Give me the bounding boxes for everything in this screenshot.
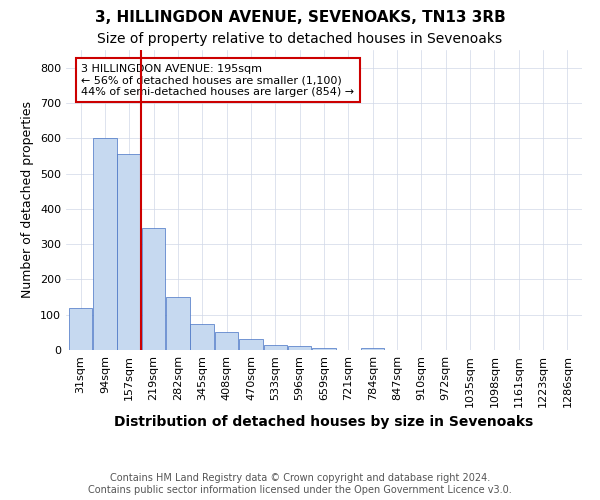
Bar	[69, 308, 92, 350]
Bar	[215, 332, 238, 350]
Text: Contains HM Land Registry data © Crown copyright and database right 2024.
Contai: Contains HM Land Registry data © Crown c…	[88, 474, 512, 495]
Bar	[93, 138, 117, 350]
Bar	[239, 340, 263, 350]
Bar	[312, 348, 336, 350]
Bar	[288, 346, 311, 350]
Text: 3, HILLINGDON AVENUE, SEVENOAKS, TN13 3RB: 3, HILLINGDON AVENUE, SEVENOAKS, TN13 3R…	[95, 10, 505, 25]
Bar	[118, 154, 141, 350]
Text: Size of property relative to detached houses in Sevenoaks: Size of property relative to detached ho…	[97, 32, 503, 46]
Bar	[263, 344, 287, 350]
Bar	[142, 228, 166, 350]
Bar	[166, 297, 190, 350]
Bar	[190, 324, 214, 350]
X-axis label: Distribution of detached houses by size in Sevenoaks: Distribution of detached houses by size …	[115, 415, 533, 429]
Bar	[361, 348, 385, 350]
Text: 3 HILLINGDON AVENUE: 195sqm
← 56% of detached houses are smaller (1,100)
44% of : 3 HILLINGDON AVENUE: 195sqm ← 56% of det…	[82, 64, 355, 96]
Y-axis label: Number of detached properties: Number of detached properties	[22, 102, 34, 298]
